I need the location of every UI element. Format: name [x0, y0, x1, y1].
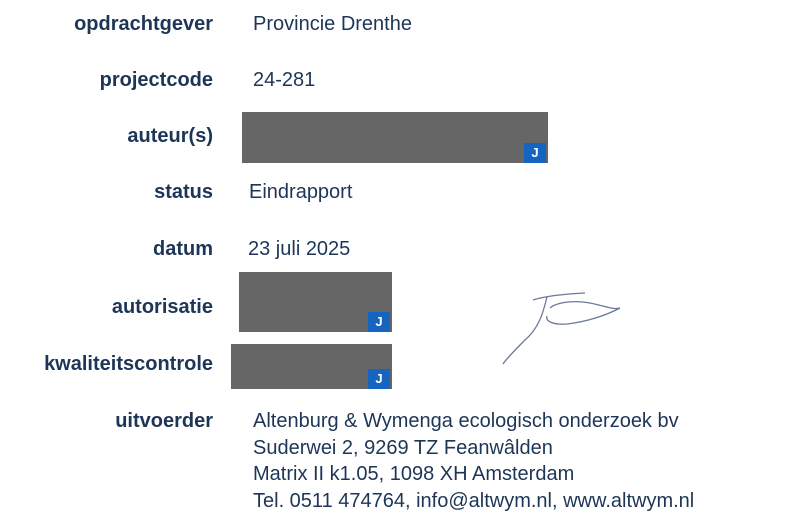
label: datum — [153, 238, 213, 260]
redaction: J — [242, 112, 548, 163]
value: Provincie Drenthe — [253, 13, 412, 35]
redaction: J — [239, 272, 392, 332]
label: uitvoerder — [115, 410, 213, 432]
badge: J — [524, 143, 546, 163]
address-line: Tel. 0511 474764, info@altwym.nl, www.al… — [253, 490, 695, 512]
badge: J — [368, 312, 390, 332]
label: projectcode — [99, 69, 213, 91]
label: autorisatie — [111, 296, 213, 318]
redaction: J — [231, 344, 392, 389]
address-line: Suderwei 2, 9269 TZ Feanwâlden — [253, 437, 553, 459]
address-line: Matrix II k1.05, 1098 XH Amsterdam — [253, 463, 575, 485]
address-line: Altenburg & Wymenga ecologisch onderzoek… — [253, 410, 679, 432]
badge: J — [368, 369, 390, 389]
label: kwaliteitscontrole — [44, 353, 213, 375]
value: 24-281 — [253, 69, 316, 91]
signature — [502, 292, 621, 365]
label: opdrachtgever — [74, 13, 213, 35]
value: Eindrapport — [249, 181, 353, 203]
label: auteur(s) — [127, 125, 213, 147]
value: 23 juli 2025 — [248, 238, 351, 260]
label: status — [154, 181, 213, 203]
signature-stroke — [502, 292, 621, 365]
